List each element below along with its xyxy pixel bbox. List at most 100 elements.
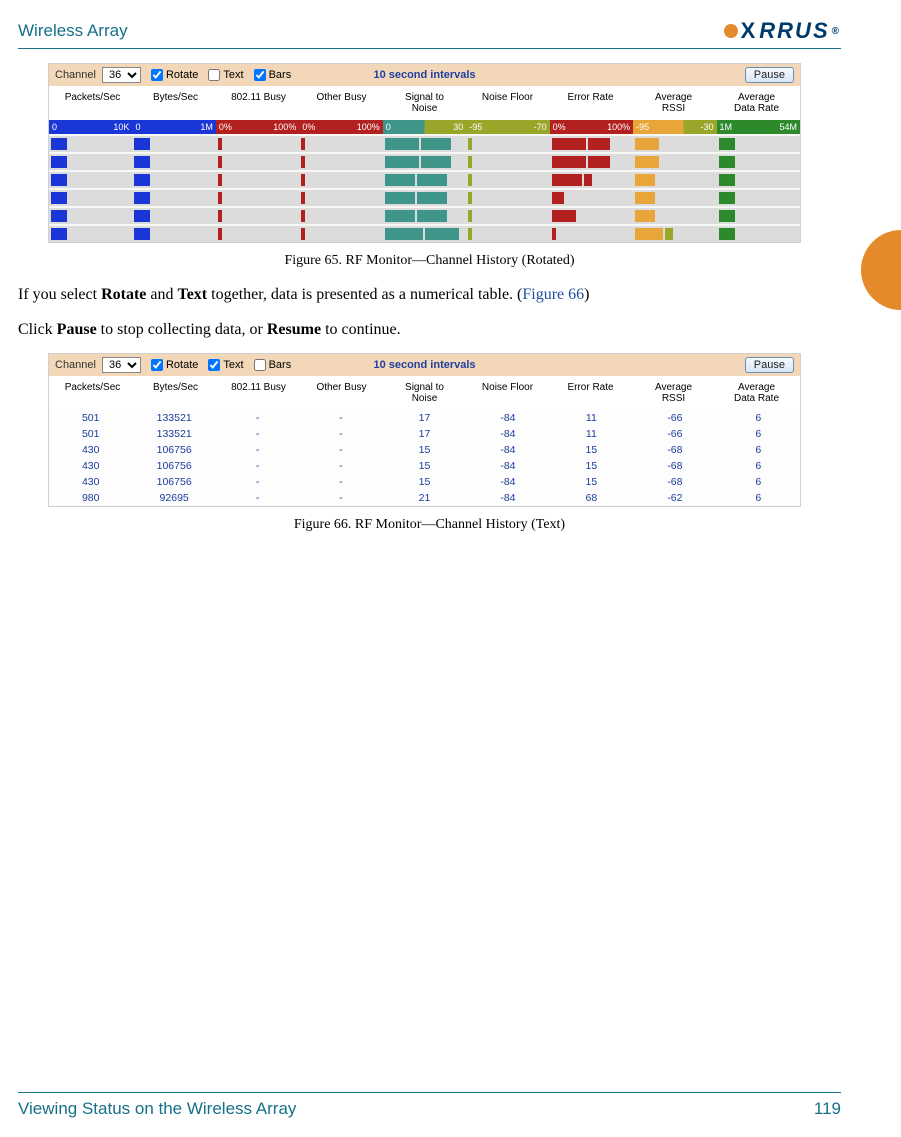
text-check-icon[interactable] [208,69,220,81]
fig65-toolbar: Channel 36 Rotate Text Bars 10 second in… [49,64,800,86]
pause-button[interactable]: Pause [745,67,794,83]
table-cell: - [216,412,299,424]
table-cell: 15 [550,444,633,456]
pause-button[interactable]: Pause [745,357,794,373]
fig65-bar-rows [49,136,800,242]
bar-icon [552,192,564,204]
table-cell: - [216,476,299,488]
bar-cell [466,136,549,152]
bar-cell [299,154,382,170]
channel-label: Channel [55,359,96,371]
bar-icon [385,228,423,240]
bars-checkbox[interactable]: Bars [254,69,292,81]
bar-cell [633,136,716,152]
table-cell: 11 [550,428,633,440]
channel-select[interactable]: 36 [102,67,141,83]
bar-cell [49,208,132,224]
bar-cell [466,208,549,224]
table-cell: - [299,460,382,472]
text-checkbox[interactable]: Text [208,69,243,81]
table-cell: - [299,476,382,488]
bar-icon [552,174,582,186]
bar-icon [421,138,451,150]
side-tab-icon [861,230,901,310]
bar-icon [301,228,305,240]
bar-row [49,136,800,152]
footer-section: Viewing Status on the Wireless Array [18,1099,296,1119]
bar-icon [425,228,459,240]
bars-check-icon[interactable] [254,359,266,371]
figure66-caption: Figure 66. RF Monitor—Channel History (T… [18,517,841,533]
column-header: Error Rate [549,380,632,406]
bar-icon [719,174,735,186]
bar-icon [719,228,735,240]
rotate-checkbox[interactable]: Rotate [151,359,198,371]
bar-icon [719,192,735,204]
table-row: 430106756--15-8415-686 [49,458,800,474]
table-row: 98092695--21-8468-626 [49,490,800,506]
bar-cell [717,190,800,206]
column-header: Signal toNoise [383,90,466,116]
column-header: AverageRSSI [632,380,715,406]
bar-cell [383,172,466,188]
bar-icon [468,174,472,186]
bar-cell [132,172,215,188]
bar-icon [385,156,419,168]
bar-icon [218,192,222,204]
bar-icon [719,156,735,168]
range-cell: -95-70 [466,120,549,134]
table-cell: -68 [633,460,716,472]
bar-icon [134,192,150,204]
table-cell: 106756 [132,476,215,488]
bar-cell [383,208,466,224]
bar-cell [299,190,382,206]
table-cell: 15 [550,460,633,472]
bar-cell [132,136,215,152]
bar-cell [466,190,549,206]
bar-cell [550,136,633,152]
table-cell: -62 [633,492,716,504]
bar-row [49,172,800,188]
table-cell: 17 [383,412,466,424]
bar-icon [588,138,610,150]
bar-cell [466,226,549,242]
bar-icon [385,192,415,204]
table-cell: -84 [466,428,549,440]
text-checkbox[interactable]: Text [208,359,243,371]
bar-cell [132,208,215,224]
rotate-check-icon[interactable] [151,359,163,371]
bar-cell [717,136,800,152]
bar-cell [49,190,132,206]
bar-icon [301,174,305,186]
bar-icon [719,138,735,150]
figure66-link[interactable]: Figure 66 [522,286,584,303]
column-header: Other Busy [300,380,383,406]
bars-check-icon[interactable] [254,69,266,81]
table-cell: -84 [466,460,549,472]
bar-cell [383,190,466,206]
bars-checkbox[interactable]: Bars [254,359,292,371]
table-cell: 6 [717,460,800,472]
range-cell: 030 [383,120,466,134]
figure66-screenshot: Channel 36 Rotate Text Bars 10 second in… [48,353,801,507]
column-header: AverageRSSI [632,90,715,116]
table-cell: 6 [717,412,800,424]
bar-icon [635,138,659,150]
table-cell: 68 [550,492,633,504]
bar-cell [550,154,633,170]
bar-row [49,226,800,242]
bar-cell [216,172,299,188]
table-cell: -66 [633,412,716,424]
bar-icon [635,192,655,204]
table-cell: 15 [383,460,466,472]
bar-cell [550,226,633,242]
table-row: 430106756--15-8415-686 [49,474,800,490]
table-cell: 6 [717,476,800,488]
bar-cell [383,136,466,152]
rotate-checkbox[interactable]: Rotate [151,69,198,81]
rotate-check-icon[interactable] [151,69,163,81]
bar-cell [299,208,382,224]
channel-select[interactable]: 36 [102,357,141,373]
bar-icon [218,228,222,240]
text-check-icon[interactable] [208,359,220,371]
